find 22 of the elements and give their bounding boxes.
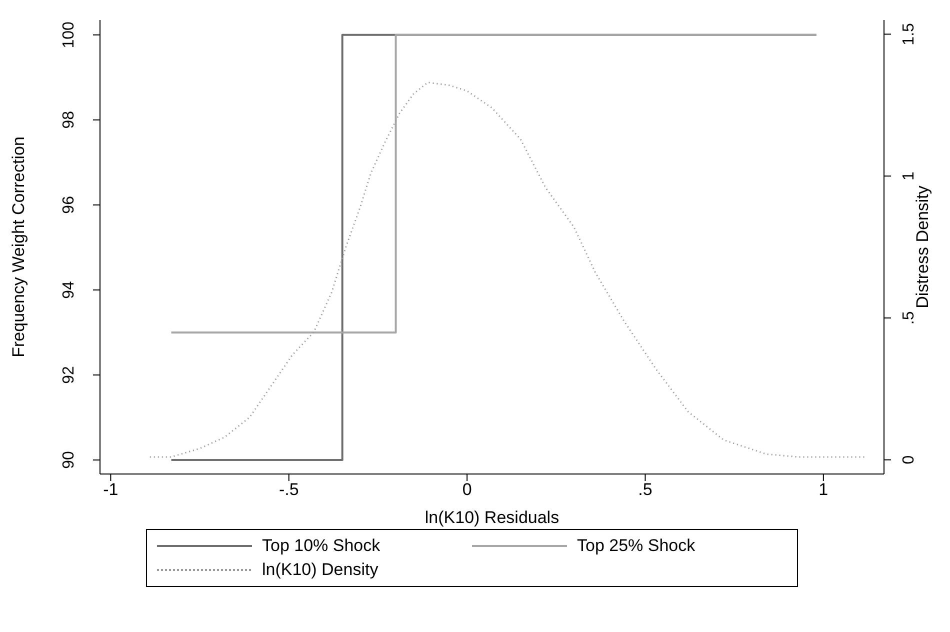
y2-tick-label: 0 <box>900 455 918 464</box>
y-tick-label: 90 <box>60 450 78 469</box>
y2-tick-label: .5 <box>900 311 918 325</box>
y-tick-label: 100 <box>60 21 78 48</box>
y-axis-title: Frequency Weight Correction <box>9 136 28 358</box>
y-tick-label: 96 <box>60 196 78 214</box>
y2-tick-label: 1.5 <box>900 22 918 46</box>
x-tick-label: -1 <box>103 480 118 500</box>
x-axis-title: ln(K10) Residuals <box>424 508 560 527</box>
y2-tick-label: 1 <box>900 172 918 181</box>
legend-label: Top 25% Shock <box>577 536 696 556</box>
legend-label: ln(K10) Density <box>262 560 378 580</box>
line-series <box>149 82 867 458</box>
y-tick-label: 94 <box>60 280 78 299</box>
x-tick-label: .5 <box>638 480 652 500</box>
x-tick-label: 1 <box>818 480 828 500</box>
y2-axis-title: Distress Density <box>913 185 932 308</box>
legend-label: Top 10% Shock <box>262 536 380 556</box>
y-tick-label: 98 <box>60 110 78 129</box>
y-tick-label: 92 <box>60 366 78 384</box>
x-tick-label: -.5 <box>278 480 299 500</box>
x-tick-label: 0 <box>462 480 472 500</box>
